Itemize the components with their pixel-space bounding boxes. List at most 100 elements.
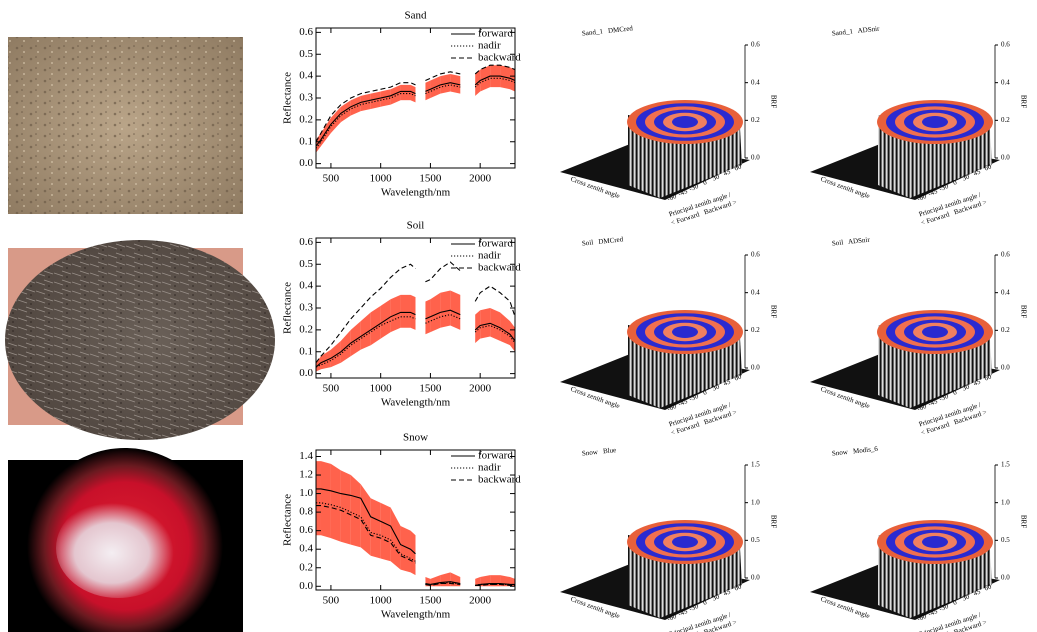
x-tick-label: 1500 (419, 383, 442, 395)
y-axis-label: Reflectance (282, 282, 294, 334)
spread-band (401, 85, 411, 100)
legend-label: nadir (478, 462, 501, 474)
surface-band (672, 536, 698, 548)
surface-chart: Snow Blue0.00.51.01.5BRF-60-45-300304560… (560, 446, 777, 632)
spread-band (331, 341, 341, 367)
spread-band (510, 321, 515, 352)
x-axis-label: Wavelength/nm (381, 609, 451, 621)
x-tick-label: 2000 (469, 173, 492, 185)
spread-band (371, 306, 381, 345)
x-tick-label: 500 (323, 595, 340, 607)
y-tick-label: 0.2 (299, 323, 313, 335)
x-tick-label: 1000 (370, 173, 393, 185)
spread-band (316, 461, 321, 535)
surface-band (672, 326, 698, 338)
legend-label: forward (478, 28, 513, 40)
z-tick-label: 1.0 (751, 498, 760, 506)
z-axis-label: BRF (769, 95, 777, 108)
spread-band (331, 464, 341, 542)
legend-label: backward (478, 474, 521, 486)
page: Sand 0.0 0.1 0.2 0.3 0.4 0.5 0.6 500 1000 1500 2000… (0, 0, 1037, 632)
spread-band (371, 498, 381, 558)
z-tick-label: 0.6 (1001, 41, 1010, 49)
chart-title: Snow (403, 432, 428, 444)
surface-band (922, 326, 948, 338)
x-tick-label: 1500 (419, 173, 442, 185)
y-tick-label: 0.3 (299, 92, 313, 104)
chart-title: Soil ADSnir (832, 236, 871, 248)
y-tick-label: 0.4 (299, 543, 313, 555)
surface-band (672, 116, 698, 128)
y-tick-label: 0.3 (299, 302, 313, 314)
y-axis-label: Reflectance (282, 72, 294, 124)
z-tick-label: 0.0 (751, 574, 760, 582)
legend-label: backward (478, 52, 521, 64)
spread-band (351, 321, 361, 356)
z-tick-label: 0.2 (751, 326, 760, 334)
spread-band (381, 299, 391, 338)
z-axis-label: BRF (769, 515, 777, 528)
legend-label: nadir (478, 40, 501, 52)
z-tick-label: 0.2 (1001, 326, 1010, 334)
surface-chart: Sand_1 ADSnir0.00.20.40.6BRF-60-45-30030… (810, 25, 1027, 227)
y-tick-label: 1.2 (299, 469, 313, 481)
legend-label: forward (478, 238, 513, 250)
x-tick-label: 2000 (469, 595, 492, 607)
y-tick-label: 1.0 (299, 487, 313, 499)
spread-band (351, 475, 361, 547)
chart-title: Soil (407, 220, 425, 232)
y-tick-label: 0.2 (299, 561, 313, 573)
figure: Sand 0.0 0.1 0.2 0.3 0.4 0.5 0.6 500 1000 1500 2000… (0, 0, 1037, 632)
spread-band (381, 503, 391, 561)
z-tick-label: 0.0 (751, 154, 760, 162)
spread-band (321, 461, 331, 538)
y-tick-label: 0.0 (299, 157, 313, 169)
legend-label: nadir (478, 250, 501, 262)
z-tick-label: 0.4 (751, 288, 760, 296)
x-axis-label: Wavelength/nm (381, 187, 451, 199)
z-axis-label: BRF (1019, 515, 1027, 528)
y-tick-label: 0.0 (299, 580, 313, 592)
chart-title: Snow Blue (582, 446, 617, 458)
y-tick-label: 0.6 (299, 26, 313, 38)
y-tick-label: 0.6 (299, 236, 313, 248)
line-chart: Soil0.00.10.20.30.40.50.6500100015002000… (282, 220, 522, 409)
surface-chart: Soil ADSnir0.00.20.40.6BRF-60-45-3003045… (810, 236, 1027, 437)
y-axis-label: Reflectance (282, 494, 294, 546)
z-axis-label: BRF (769, 305, 777, 318)
y-tick-label: 1.4 (299, 450, 313, 462)
z-tick-label: 0.5 (1001, 536, 1010, 544)
sand-photo (8, 37, 243, 214)
z-tick-label: 1.5 (1001, 461, 1010, 469)
z-tick-label: 0.0 (751, 364, 760, 372)
y-tick-label: 0.8 (299, 506, 313, 518)
spread-band (430, 293, 440, 332)
x-tick-label: 500 (323, 173, 340, 185)
y-tick-label: 0.1 (299, 345, 313, 357)
spread-band (361, 484, 371, 555)
spread-band (341, 470, 351, 544)
x-tick-label: 1000 (370, 383, 393, 395)
z-tick-label: 0.4 (1001, 288, 1010, 296)
spread-band (440, 291, 450, 328)
z-tick-label: 0.2 (751, 116, 760, 124)
spread-band (401, 295, 411, 328)
surface-band (922, 116, 948, 128)
chart-title: Sand (405, 10, 428, 22)
soil-photo (5, 240, 275, 440)
y-tick-label: 0.6 (299, 524, 313, 536)
chart-title: Snow Modis_6 (832, 445, 879, 458)
z-tick-label: 0.0 (1001, 154, 1010, 162)
z-tick-label: 0.5 (751, 536, 760, 544)
spread-band (401, 526, 411, 572)
y-tick-label: 0.2 (299, 113, 313, 125)
legend-label: forward (478, 450, 513, 462)
z-tick-label: 1.5 (751, 461, 760, 469)
x-axis-label: Wavelength/nm (381, 397, 451, 409)
x-tick-label: 1000 (370, 595, 393, 607)
y-tick-label: 0.5 (299, 258, 313, 270)
z-tick-label: 0.2 (1001, 116, 1010, 124)
z-tick-label: 0.4 (751, 78, 760, 86)
